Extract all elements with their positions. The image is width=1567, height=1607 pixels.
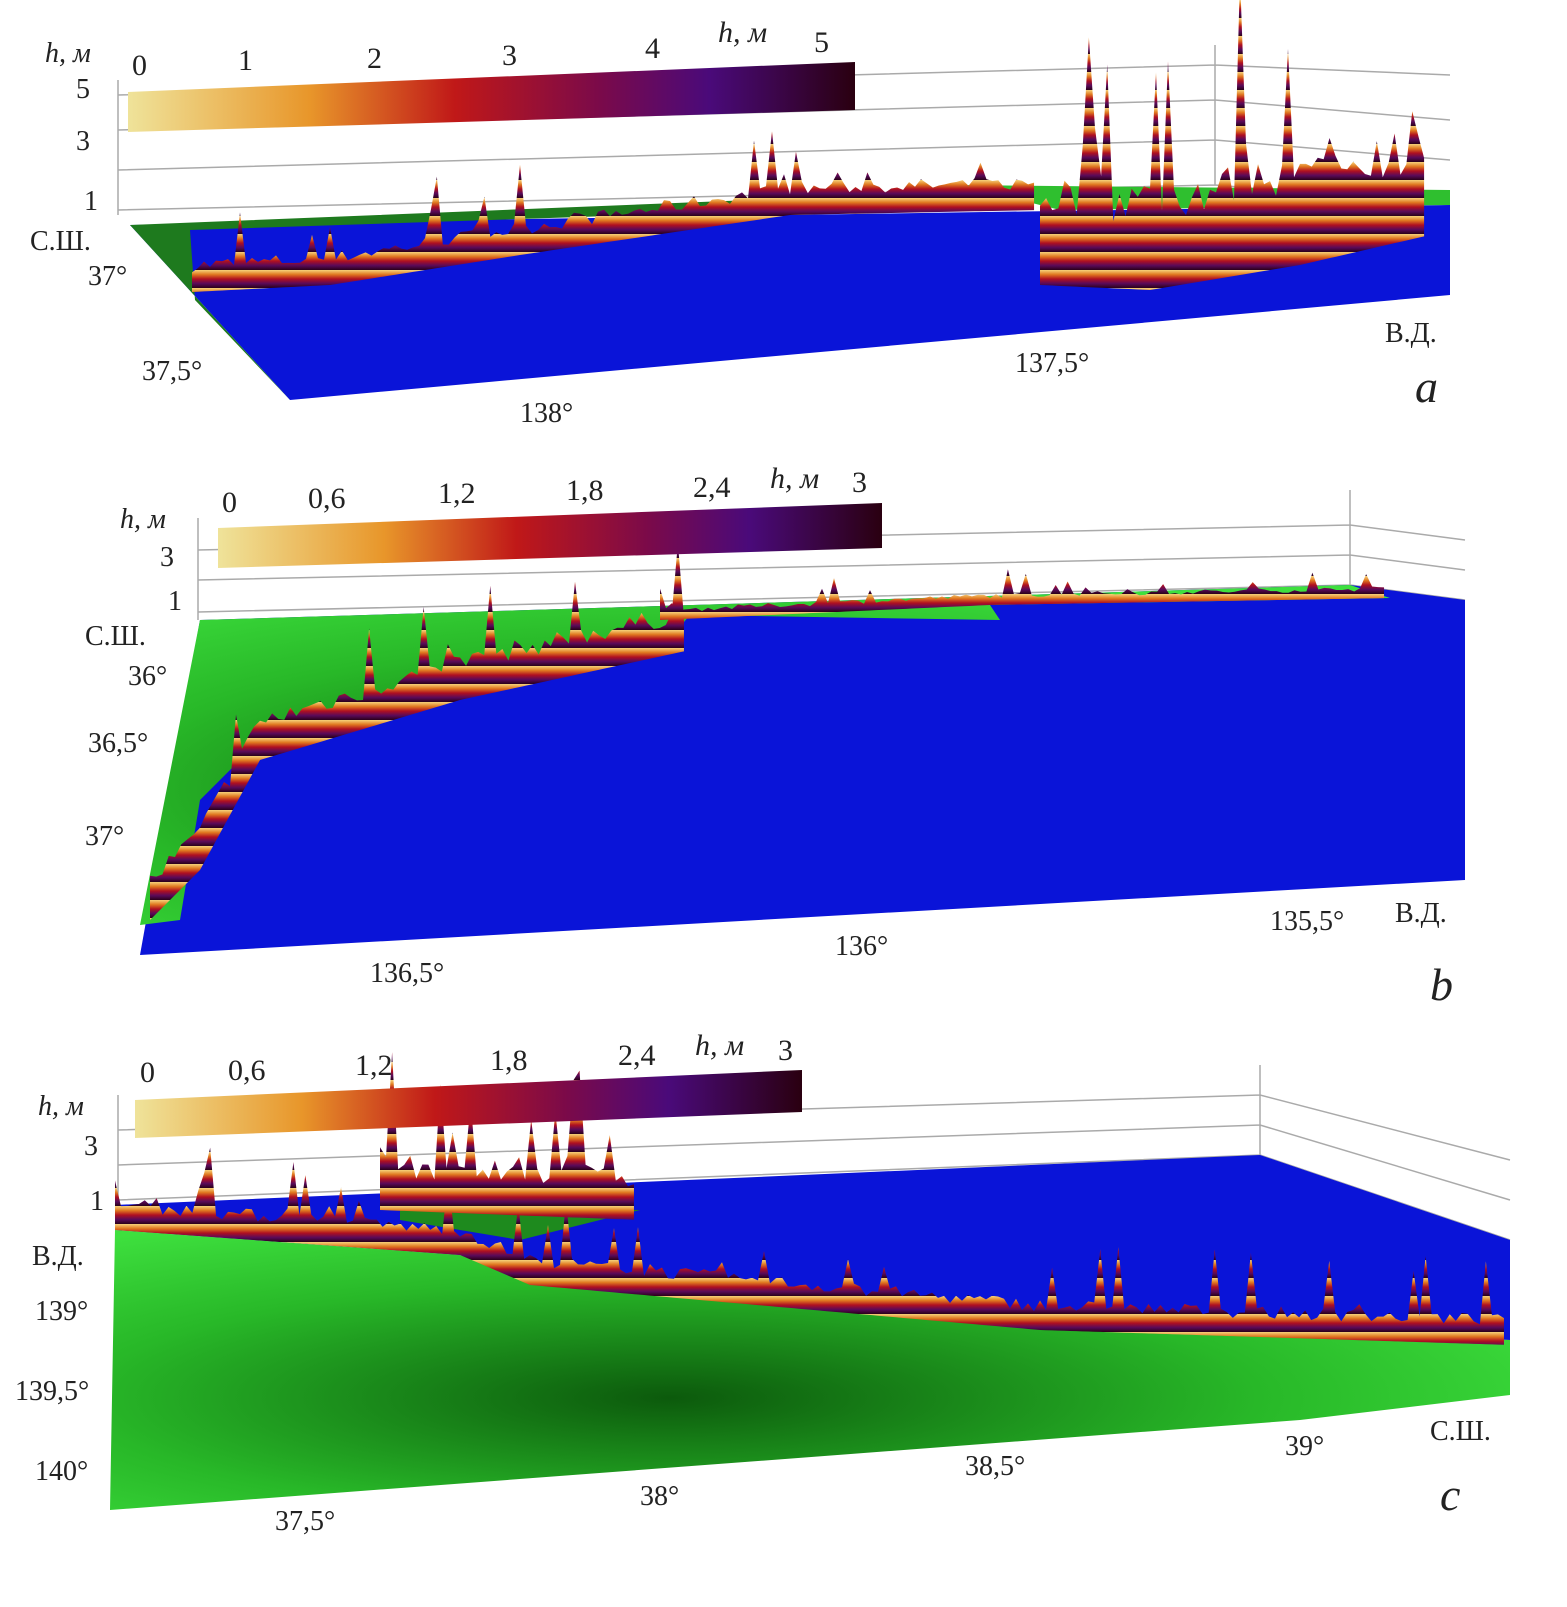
wave-height-band [115,1147,1504,1345]
z-tick: 1 [90,1186,104,1217]
lat-tick: 36,5° [88,728,148,759]
wave-height-band [660,569,1385,620]
lon-axis-title: В.Д. [1385,318,1437,349]
lat-tick: 38,5° [965,1451,1025,1482]
z-tick: 3 [160,542,174,573]
z-tick: 1 [84,186,98,217]
colorbar-tick: 2,4 [693,471,731,504]
lon-tick: 140° [35,1456,88,1487]
colorbar-tick: 0 [140,1056,155,1089]
colorbar-tick: 2 [367,42,382,75]
colorbar-tick: 0 [222,486,237,519]
colorbar-tick: 2,4 [618,1039,656,1072]
z-axis-title: h, м [45,38,91,69]
land-surface [110,1230,1510,1510]
colorbar-tick: 1,8 [490,1044,528,1077]
colorbar-tick: 0,6 [228,1054,266,1087]
lat-axis-title: С.Ш. [1430,1416,1491,1447]
wave-height-band [380,1052,634,1220]
colorbar-tick: 0 [132,49,147,82]
lat-tick: 37,5° [275,1506,335,1537]
colorbar-tick: 1 [238,44,253,77]
panel-label: b [1430,959,1453,1010]
colorbar [135,1070,802,1138]
lon-tick: 135,5° [1270,906,1344,937]
colorbar-tick: 5 [814,26,829,59]
z-tick: 3 [76,126,90,157]
lat-tick: 37° [88,261,127,292]
lon-tick: 138° [520,398,573,429]
z-axis-title: h, м [38,1091,84,1122]
lat-tick: 37,5° [142,356,202,387]
z-tick: 1 [168,586,182,617]
wave-height-band [150,543,684,920]
wave-height-band [192,131,1035,292]
colorbar-title: h, м [770,462,819,495]
lat-axis-title: С.Ш. [30,226,91,257]
lat-tick: 39° [1285,1431,1324,1462]
colorbar-tick: 1,2 [355,1049,393,1082]
lat-tick: 38° [640,1481,679,1512]
lon-tick: 139,5° [15,1376,89,1407]
lon-axis-title: В.Д. [1395,898,1447,929]
colorbar-tick: 4 [645,32,660,65]
z-tick: 3 [84,1131,98,1162]
panel-label: c [1440,1469,1460,1520]
wave-height-band [1040,0,1425,290]
colorbar-tick: 1,2 [438,477,476,510]
lon-axis-title: В.Д. [32,1241,84,1272]
lon-tick: 136° [835,931,888,962]
panel-label: a [1415,361,1438,412]
colorbar-tick: 3 [502,39,517,72]
colorbar [218,503,882,568]
colorbar-tick: 3 [778,1034,793,1067]
lon-tick: 136,5° [370,958,444,989]
lat-tick: 36° [128,661,167,692]
z-tick: 5 [76,74,90,105]
z-axis-title: h, м [120,504,166,535]
colorbar-tick: 1,8 [566,474,604,507]
colorbar-tick: 0,6 [308,482,346,515]
colorbar-title: h, м [695,1029,744,1062]
back-grid [117,45,1451,215]
colorbar [128,62,855,132]
lon-tick: 137,5° [1015,348,1089,379]
panel-c: 0 0,6 1,2 1,8 2,4 h, м 3 h, м 3 1 В.Д. 1… [15,1029,1511,1537]
lon-tick: 139° [35,1296,88,1327]
colorbar-tick: 3 [852,466,867,499]
colorbar-title: h, м [718,16,767,49]
panel-b: 0 0,6 1,2 1,8 2,4 h, м 3 h, м 3 1 С.Ш. 3… [85,462,1466,1010]
lat-tick: 37° [85,821,124,852]
panel-a: 0 1 2 3 4 h, м 5 h, м 5 3 1 С.Ш. 37° 37,… [30,0,1451,429]
lat-axis-title: С.Ш. [85,621,146,652]
